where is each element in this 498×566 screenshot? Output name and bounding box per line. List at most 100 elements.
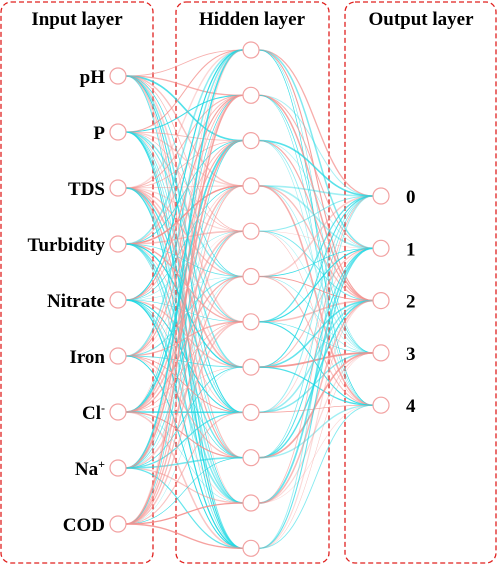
edge-input-6-hidden-10 [125, 411, 244, 504]
input-node-5 [109, 347, 127, 365]
input-label-8-text: COD [63, 515, 105, 536]
edge-hidden-10-output-2 [258, 299, 374, 504]
edge-hidden-0-output-0 [258, 49, 374, 197]
hidden-node-2 [242, 132, 260, 150]
edge-hidden-5-output-4 [258, 275, 374, 406]
hidden-node-5 [242, 267, 260, 286]
edge-input-5-hidden-7 [125, 355, 244, 368]
edge-hidden-0-output-2 [258, 49, 374, 302]
input-label-6-text: Cl [82, 403, 101, 424]
connections [125, 49, 374, 550]
input-label-5-text: Iron [69, 347, 105, 368]
edge-input-2-hidden-0 [125, 49, 244, 189]
edge-input-1-hidden-3 [125, 131, 244, 187]
hidden-node-0 [242, 41, 260, 59]
edge-hidden-1-output-4 [258, 95, 374, 406]
input-label-4: Nitrate [47, 291, 105, 312]
edge-input-8-hidden-5 [125, 275, 244, 525]
output-label-2: 2 [406, 292, 416, 313]
output-label-0: 0 [406, 187, 416, 208]
input-node-6 [109, 403, 127, 421]
input-label-6: Cl- [82, 401, 105, 424]
edge-hidden-0-output-4 [258, 49, 374, 406]
edge-hidden-5-output-1 [258, 247, 374, 277]
hidden-node-10 [242, 494, 260, 512]
edge-hidden-3-output-4 [258, 185, 374, 406]
edge-hidden-0-output-3 [258, 49, 374, 354]
output-node-2 [372, 292, 390, 310]
edge-hidden-3-output-0 [258, 185, 374, 197]
edge-input-4-hidden-4 [125, 230, 244, 301]
edge-input-7-hidden-6 [125, 320, 244, 469]
edge-input-3-hidden-10 [125, 243, 244, 504]
edge-input-2-hidden-2 [125, 140, 244, 189]
output-label-3: 3 [406, 344, 416, 365]
edge-input-6-hidden-5 [125, 275, 244, 413]
edge-input-7-hidden-10 [125, 467, 244, 504]
edge-input-0-hidden-0 [125, 49, 244, 77]
hidden-node-4 [242, 222, 260, 240]
input-label-2-text: TDS [68, 179, 105, 200]
hidden-node-6 [242, 313, 260, 331]
edge-hidden-7-output-3 [258, 352, 374, 368]
input-label-3: Turbidity [28, 235, 106, 256]
input-label-7: Na+ [75, 457, 105, 480]
output-layer-title: Output layer [368, 9, 474, 30]
edge-hidden-0-output-1 [258, 49, 374, 250]
edge-input-0-hidden-2 [125, 75, 244, 142]
hidden-node-11 [242, 539, 260, 557]
edge-input-7-hidden-0 [125, 49, 244, 469]
input-label-0: pH [80, 67, 106, 88]
edge-input-7-hidden-8 [125, 411, 244, 469]
input-label-8: COD [63, 515, 105, 536]
edge-hidden-4-output-2 [258, 230, 374, 302]
output-layer-box [344, 1, 497, 564]
input-layer-title: Input layer [31, 9, 123, 30]
edge-input-7-hidden-3 [125, 185, 244, 469]
edge-input-5-hidden-11 [125, 355, 244, 549]
output-node-3 [372, 344, 390, 362]
edge-hidden-6-output-3 [258, 321, 374, 354]
edge-input-3-hidden-1 [125, 94, 244, 245]
edge-input-8-hidden-3 [125, 185, 244, 525]
input-label-7-sup: + [98, 457, 105, 471]
edge-input-3-hidden-2 [125, 140, 244, 245]
edge-input-5-hidden-0 [125, 49, 244, 357]
output-label-4: 4 [406, 396, 416, 417]
edge-input-1-hidden-11 [125, 131, 244, 549]
edge-input-8-hidden-8 [125, 411, 244, 525]
edge-input-6-hidden-3 [125, 185, 244, 413]
edge-input-6-hidden-2 [125, 139, 244, 413]
edge-input-0-hidden-8 [125, 75, 244, 413]
edge-input-1-hidden-1 [125, 94, 244, 133]
edge-hidden-4-output-3 [258, 230, 374, 354]
edge-hidden-1-output-0 [258, 94, 374, 197]
edge-input-5-hidden-10 [125, 355, 244, 504]
input-label-2: TDS [68, 179, 105, 200]
edge-hidden-9-output-0 [258, 195, 374, 459]
edge-hidden-6-output-4 [258, 321, 374, 406]
input-label-7-text: Na [75, 459, 99, 480]
edge-input-0-hidden-3 [125, 75, 244, 187]
input-label-5: Iron [69, 347, 105, 368]
edge-hidden-1-output-1 [258, 94, 374, 249]
edge-input-3-hidden-4 [125, 230, 244, 245]
edge-input-7-hidden-9 [125, 456, 244, 469]
edge-input-4-hidden-5 [125, 276, 244, 301]
edge-input-7-hidden-4 [125, 230, 244, 469]
edge-hidden-2-output-2 [258, 140, 374, 302]
edge-input-8-hidden-9 [125, 457, 244, 525]
edge-hidden-9-output-1 [258, 247, 374, 459]
edge-input-5-hidden-8 [125, 355, 244, 413]
edge-hidden-1-output-2 [258, 94, 374, 302]
input-label-1-text: P [93, 123, 105, 144]
edge-hidden-7-output-2 [258, 299, 374, 368]
edge-hidden-7-output-1 [258, 247, 374, 368]
edge-input-7-hidden-11 [125, 467, 244, 549]
edge-hidden-3-output-2 [258, 185, 374, 302]
edge-input-8-hidden-2 [125, 140, 244, 525]
edge-input-5-hidden-3 [125, 185, 244, 357]
input-label-3-text: Turbidity [28, 235, 106, 256]
edge-hidden-3-output-1 [258, 185, 374, 250]
input-node-0 [109, 67, 127, 85]
